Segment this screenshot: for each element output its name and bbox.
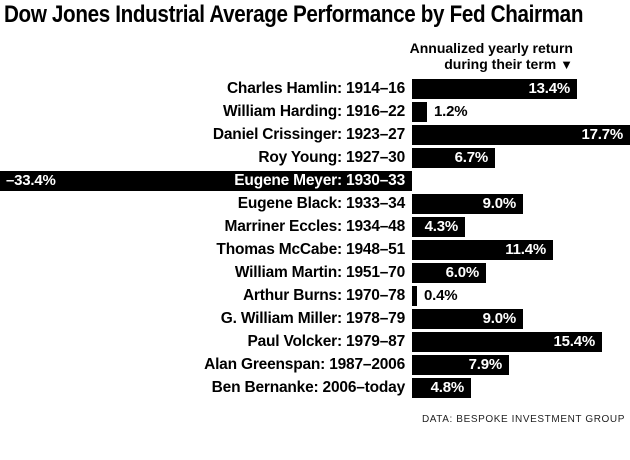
value-label: 11.4% [505,241,546,258]
value-label: 9.0% [482,310,517,327]
chairman-label: Paul Volcker: 1979–87 [247,333,405,350]
chart-row: Charles Hamlin: 1914–16 13.4% [0,78,630,101]
down-triangle-icon: ▼ [560,57,573,72]
value-label: 17.7% [581,126,623,143]
chart-row: William Martin: 1951–70 6.0% [0,262,630,285]
value-label: 0.4% [424,287,458,304]
chart-row: Daniel Crissinger: 1923–27 17.7% [0,124,630,147]
chart-row: Paul Volcker: 1979–87 15.4% [0,331,630,354]
value-label: 4.8% [430,379,465,396]
chairman-label: Roy Young: 1927–30 [258,149,405,166]
chart-row: Roy Young: 1927–30 6.7% [0,147,630,170]
chairman-label: Alan Greenspan: 1987–2006 [204,356,405,373]
value-label: 7.9% [468,356,503,373]
chart-row: William Harding: 1916–22 1.2% [0,101,630,124]
value-label: –33.4% [6,172,56,189]
bar [412,102,427,122]
chairman-label: Charles Hamlin: 1914–16 [226,80,405,97]
bar [412,79,577,99]
chart-row: Ben Bernanke: 2006–today 4.8% [0,377,630,400]
bar [412,286,417,306]
chart-row: Alan Greenspan: 1987–2006 7.9% [0,354,630,377]
chart-title: Dow Jones Industrial Average Performance… [4,1,584,28]
data-source: DATA: BESPOKE INVESTMENT GROUP [421,414,625,425]
chairman-label: William Martin: 1951–70 [234,264,405,281]
chairman-label: Eugene Meyer: 1930–33 [234,172,405,189]
bar [412,194,523,214]
chart-row: G. William Miller: 1978–79 9.0% [0,308,630,331]
annotation-line1: Annualized yearly return [409,40,573,56]
chairman-label: Eugene Black: 1933–34 [237,195,405,212]
chart-row: Eugene Black: 1933–34 9.0% [0,193,630,216]
bar [412,148,495,168]
value-label: 6.7% [454,149,489,166]
chairman-label: Ben Bernanke: 2006–today [211,379,406,396]
value-label: 13.4% [528,80,570,97]
value-label: 1.2% [434,103,468,120]
bar [412,263,486,283]
chairman-label: Marriner Eccles: 1934–48 [224,218,406,235]
axis-annotation: Annualized yearly return during their te… [410,40,573,73]
chairman-label: William Harding: 1916–22 [223,103,405,120]
bar [412,240,553,260]
bar [412,125,630,145]
chart-row: Thomas McCabe: 1948–51 11.4% [0,239,630,262]
value-label: 4.3% [424,218,459,235]
bar [412,378,471,398]
bar [412,332,602,352]
bar [412,309,523,329]
annotation-line2: during their term [444,56,557,72]
chairman-label: Arthur Burns: 1970–78 [242,287,405,304]
chart-row: Eugene Meyer: 1930–33 –33.4% [0,170,630,193]
bar [412,355,509,375]
chairman-label: G. William Miller: 1978–79 [220,310,405,327]
chart-row: Arthur Burns: 1970–78 0.4% [0,285,630,308]
value-label: 9.0% [482,195,517,212]
bar [412,217,465,237]
bar [0,171,412,191]
value-label: 15.4% [553,333,595,350]
chairman-label: Daniel Crissinger: 1923–27 [212,126,405,143]
chairman-label: Thomas McCabe: 1948–51 [216,241,405,258]
value-label: 6.0% [445,264,480,281]
bar-chart: Charles Hamlin: 1914–16 13.4% William Hard… [0,78,630,400]
chart-row: Marriner Eccles: 1934–48 4.3% [0,216,630,239]
